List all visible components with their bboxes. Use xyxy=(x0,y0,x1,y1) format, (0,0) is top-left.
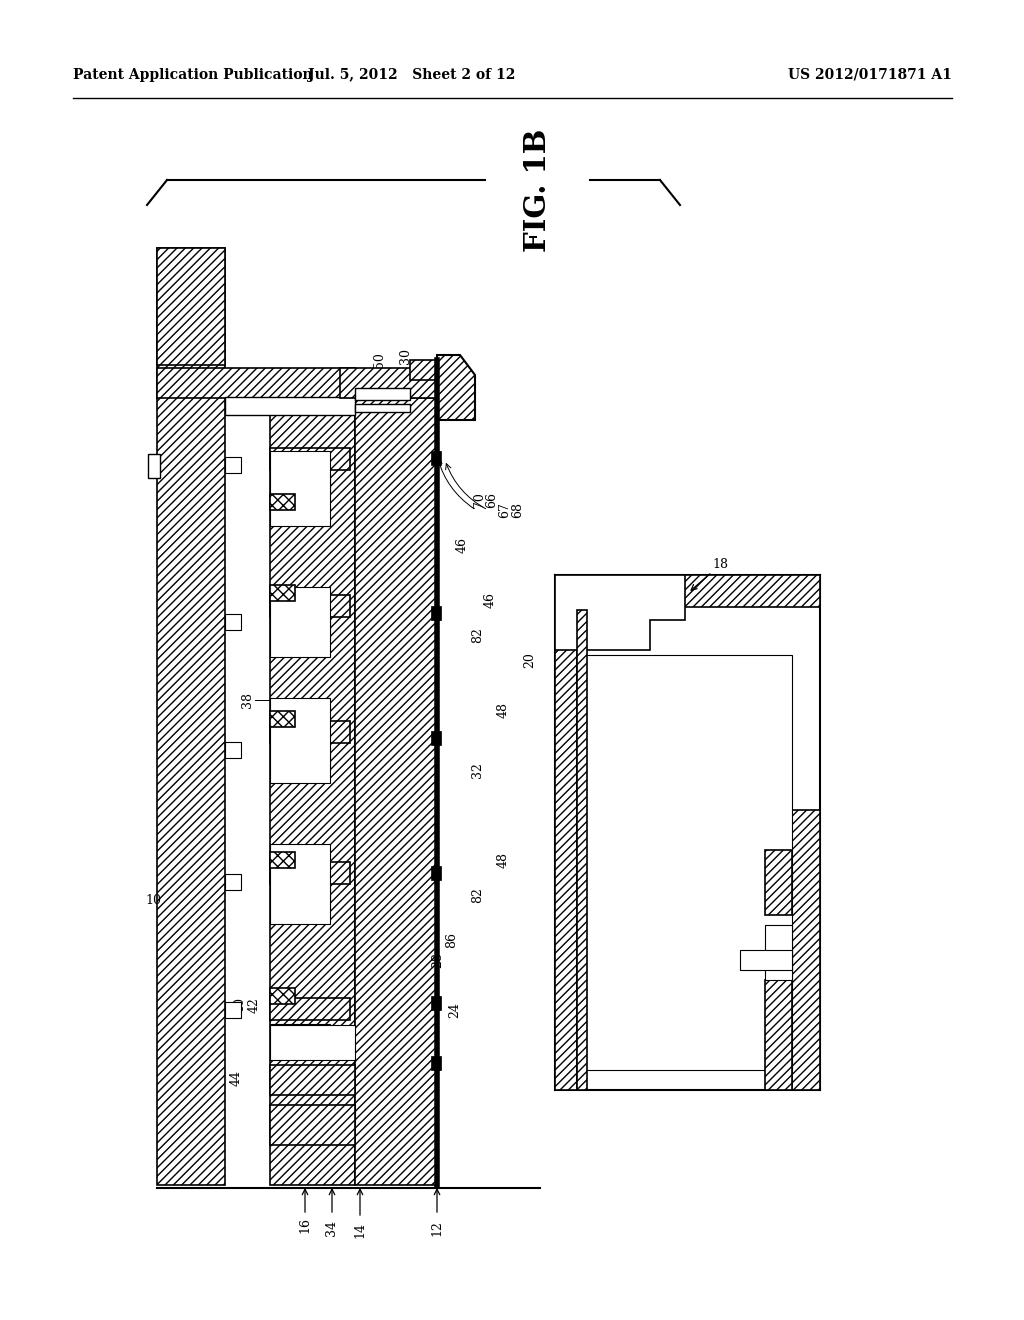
Text: Patent Application Publication: Patent Application Publication xyxy=(73,69,312,82)
Text: 42: 42 xyxy=(248,997,260,1012)
Text: 18: 18 xyxy=(712,558,728,572)
Bar xyxy=(270,451,330,525)
Bar xyxy=(577,610,587,1090)
Text: 30: 30 xyxy=(399,348,413,364)
Bar xyxy=(270,843,330,924)
Bar xyxy=(270,474,330,492)
Polygon shape xyxy=(437,355,475,420)
Text: 46: 46 xyxy=(483,591,497,609)
Bar xyxy=(270,620,330,639)
Bar xyxy=(431,1056,441,1071)
Text: 70: 70 xyxy=(473,492,486,508)
Bar xyxy=(225,874,241,890)
Bar xyxy=(577,655,792,1071)
Bar xyxy=(225,614,241,630)
Bar xyxy=(270,447,350,470)
Bar xyxy=(270,1026,355,1060)
Bar xyxy=(270,585,295,601)
Bar xyxy=(270,399,355,1185)
Bar xyxy=(270,494,295,510)
Bar xyxy=(355,404,410,412)
Text: 20: 20 xyxy=(523,652,537,668)
Text: 14: 14 xyxy=(353,1222,367,1238)
Text: 66: 66 xyxy=(485,492,499,508)
Bar xyxy=(225,397,355,414)
Bar xyxy=(431,451,441,465)
Text: 22: 22 xyxy=(575,602,589,618)
Text: 82: 82 xyxy=(471,887,484,903)
Text: 12: 12 xyxy=(430,1220,443,1236)
Bar xyxy=(765,925,792,979)
Bar xyxy=(740,950,792,970)
Bar xyxy=(555,576,577,1090)
Bar xyxy=(157,248,225,366)
Text: 38: 38 xyxy=(242,692,255,708)
Text: 68: 68 xyxy=(512,502,524,517)
Bar xyxy=(270,1065,355,1096)
Bar xyxy=(225,742,241,758)
Bar xyxy=(225,457,241,473)
Text: 48: 48 xyxy=(497,702,510,718)
Bar xyxy=(792,810,820,1090)
Text: 48: 48 xyxy=(497,851,510,869)
Text: 40: 40 xyxy=(233,997,247,1012)
Bar xyxy=(270,987,295,1005)
Bar xyxy=(431,866,441,880)
Text: US 2012/0171871 A1: US 2012/0171871 A1 xyxy=(788,69,952,82)
Bar xyxy=(270,721,350,743)
Text: 44: 44 xyxy=(229,1071,243,1086)
Bar xyxy=(270,1105,355,1144)
Text: 16: 16 xyxy=(299,1217,311,1233)
Bar xyxy=(270,1024,330,1041)
Text: 32: 32 xyxy=(470,762,483,777)
Bar xyxy=(157,368,355,399)
Text: FIG. 1B: FIG. 1B xyxy=(522,128,552,252)
Bar xyxy=(270,698,330,783)
Bar xyxy=(431,997,441,1010)
Text: 24: 24 xyxy=(449,1002,462,1018)
Bar xyxy=(270,888,330,906)
Bar xyxy=(410,360,440,380)
Bar xyxy=(340,368,437,399)
Text: 28: 28 xyxy=(431,952,444,968)
Bar xyxy=(355,388,410,400)
Bar xyxy=(270,862,350,884)
Text: 50: 50 xyxy=(374,352,386,368)
Text: 86: 86 xyxy=(445,932,459,948)
Bar xyxy=(148,454,160,478)
Text: 46: 46 xyxy=(456,537,469,553)
Bar xyxy=(270,998,350,1020)
Bar xyxy=(225,1002,241,1018)
Bar xyxy=(157,248,225,1185)
Text: 34: 34 xyxy=(326,1220,339,1236)
Bar xyxy=(765,850,792,915)
Bar xyxy=(270,1105,355,1125)
Text: 67: 67 xyxy=(499,502,512,517)
Bar xyxy=(555,576,820,607)
Bar xyxy=(765,979,792,1090)
Bar xyxy=(270,587,330,657)
Bar xyxy=(355,399,437,1185)
Bar xyxy=(270,747,330,766)
Bar xyxy=(270,711,295,727)
Polygon shape xyxy=(555,576,685,649)
Bar xyxy=(270,851,295,869)
Bar xyxy=(270,595,350,616)
Bar xyxy=(431,606,441,620)
Text: 82: 82 xyxy=(471,627,484,643)
Text: 10: 10 xyxy=(145,894,161,907)
Bar xyxy=(431,731,441,744)
Text: Jul. 5, 2012   Sheet 2 of 12: Jul. 5, 2012 Sheet 2 of 12 xyxy=(308,69,516,82)
